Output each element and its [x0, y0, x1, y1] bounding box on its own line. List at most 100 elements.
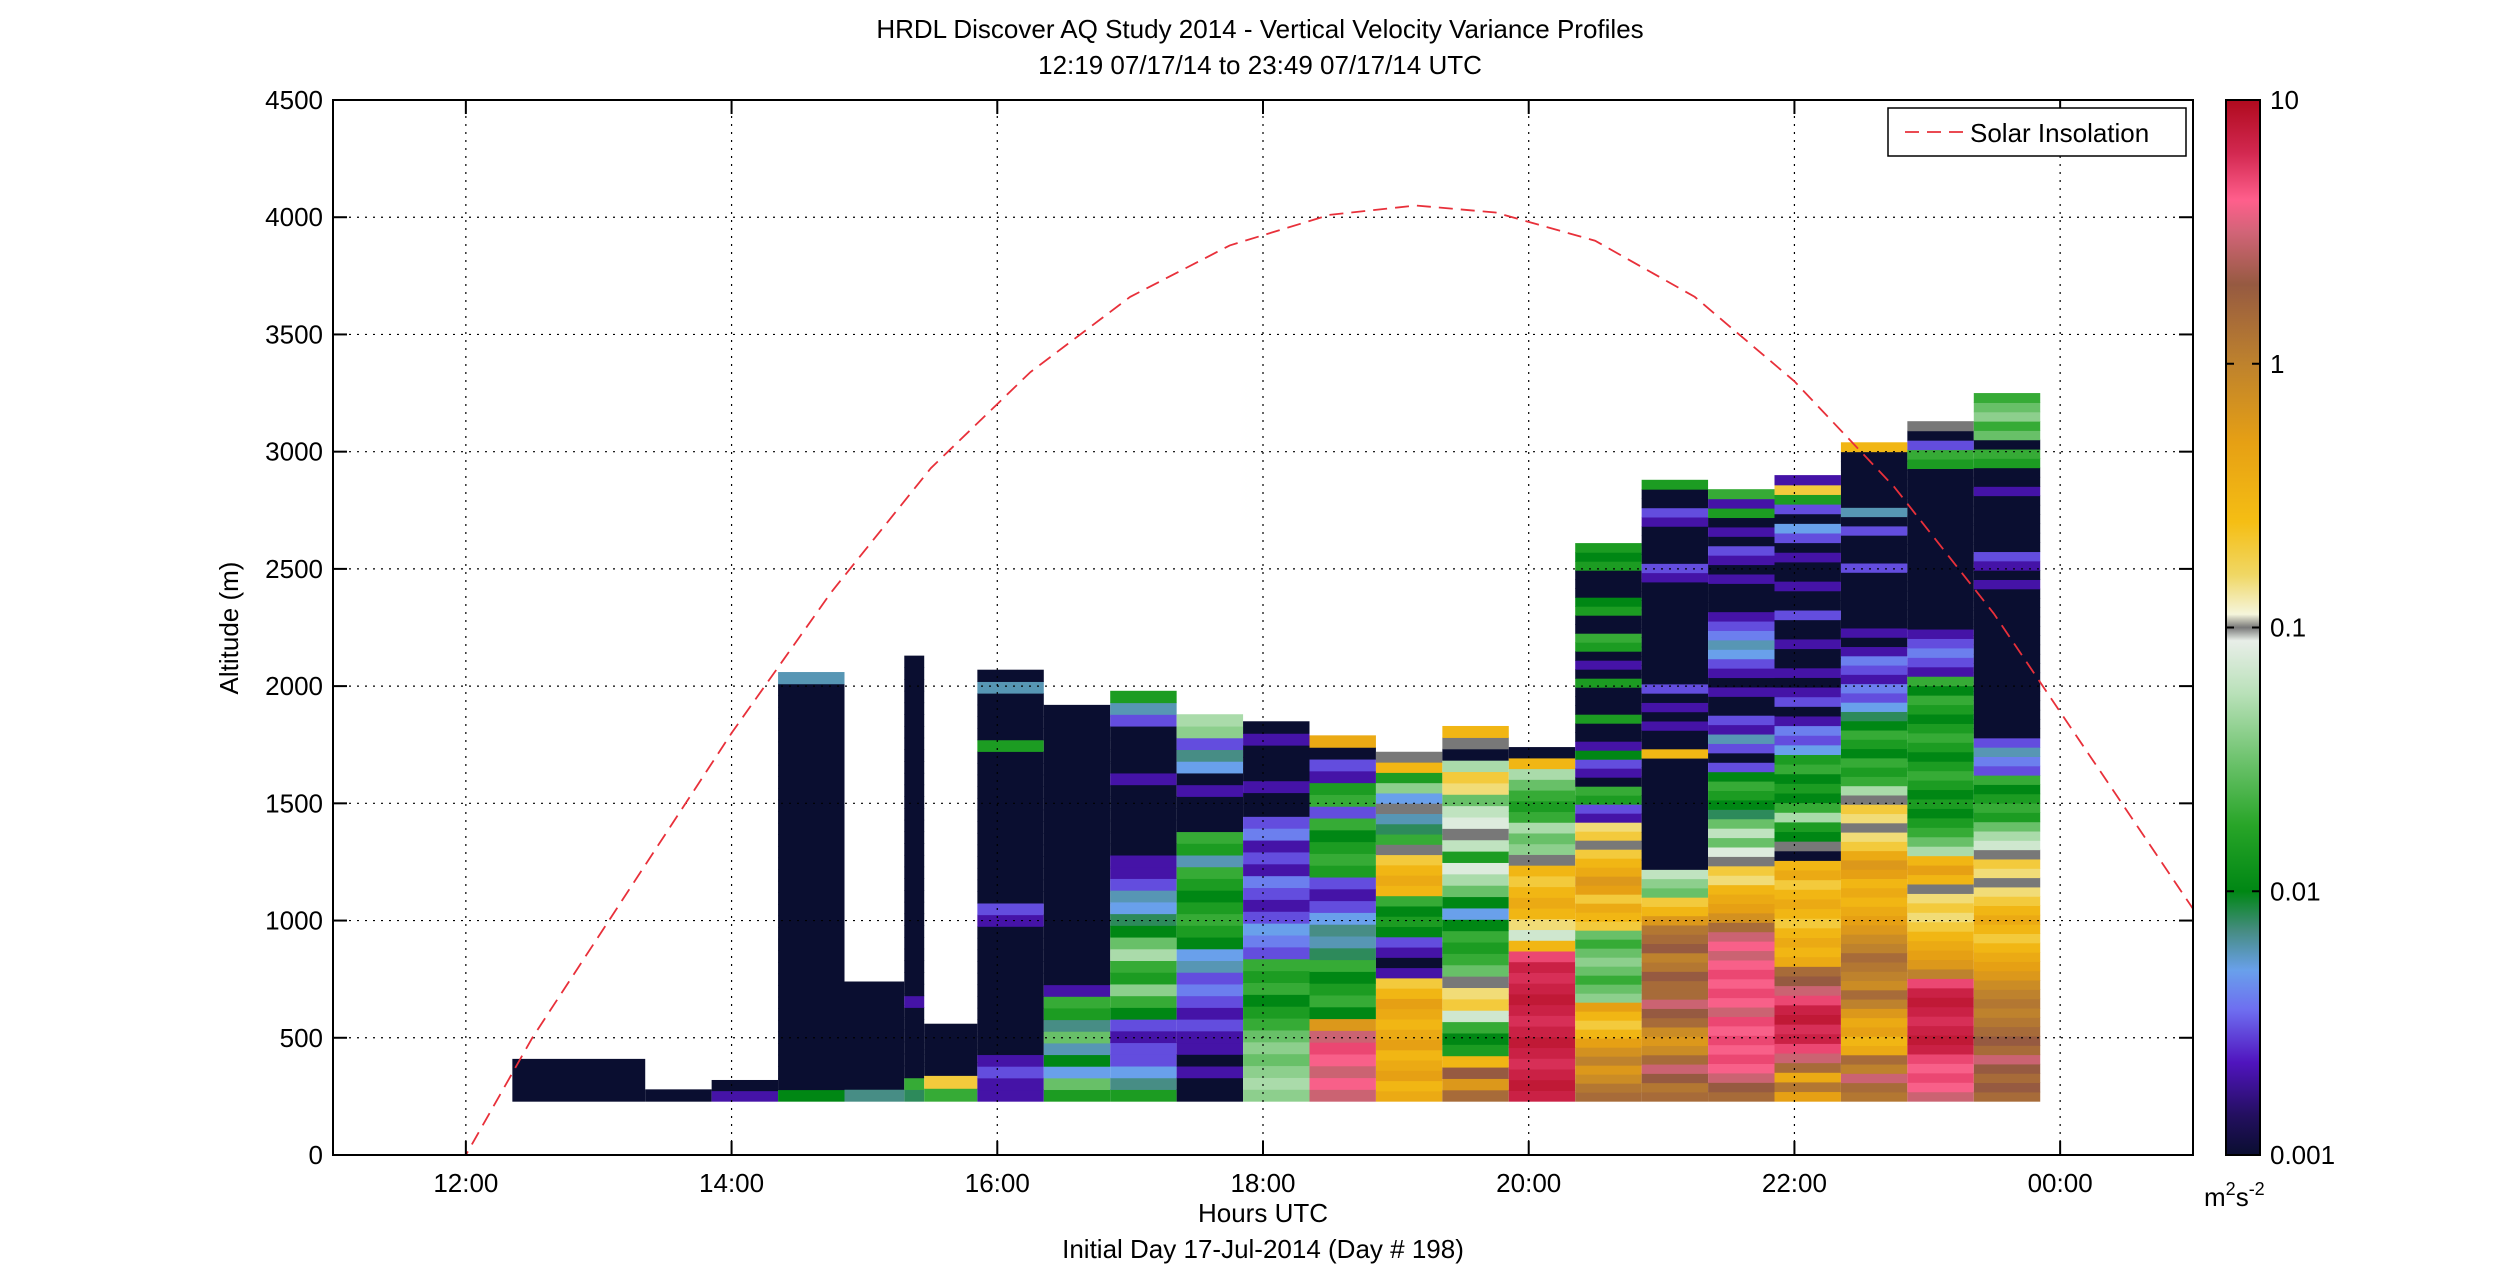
profile-cell	[1840, 1045, 1908, 1056]
profile-cell	[1575, 939, 1642, 949]
profile-cell	[1840, 497, 1908, 508]
profile-cell	[1708, 630, 1775, 641]
profile-cell	[1907, 893, 1974, 904]
colorbar-tick-label: 0.1	[2270, 613, 2306, 643]
profile-cell	[1243, 863, 1310, 877]
profile-cell	[1641, 1054, 1709, 1065]
profile-cell	[778, 706, 845, 720]
profile-cell	[1243, 828, 1310, 841]
profile-cell	[977, 1077, 1044, 1091]
profile-cell	[1508, 993, 1576, 1006]
profile-cell	[1973, 691, 2041, 702]
profile-cell	[1442, 998, 1509, 1011]
profile-cell	[1043, 879, 1111, 892]
profile-cell	[1309, 747, 1376, 760]
profile-cell	[1508, 929, 1576, 941]
profile-cell	[1708, 545, 1775, 556]
profile-cell	[1641, 711, 1709, 722]
profile-cell	[1243, 958, 1310, 972]
profile-cell	[1110, 725, 1177, 739]
profile-cell	[977, 1054, 1044, 1067]
profile-cell	[1840, 1026, 1908, 1037]
y-tick-label: 3500	[265, 319, 323, 349]
profile-cell	[1840, 887, 1908, 898]
profile-cell	[904, 878, 925, 891]
profile-cell	[1774, 1033, 1841, 1044]
y-tick-label: 2500	[265, 554, 323, 584]
profile-cell	[904, 784, 925, 797]
profile-cell	[1508, 1004, 1576, 1016]
profile-cell	[1508, 972, 1576, 984]
profile-cell	[1907, 572, 1974, 583]
profile-cell	[1309, 1042, 1376, 1055]
profile-cell	[1243, 994, 1310, 1007]
profile-cell	[924, 1088, 978, 1102]
profile-cell	[1840, 729, 1908, 740]
profile-cell	[1442, 907, 1509, 920]
profile-cell	[1243, 875, 1310, 889]
profile-cell	[1043, 1089, 1111, 1102]
legend: Solar Insolation	[1887, 107, 2187, 157]
profile-cell	[1641, 1082, 1709, 1093]
profile-cell	[1774, 937, 1841, 948]
profile-cell	[1973, 1026, 2041, 1037]
profile-cell	[1309, 924, 1376, 937]
profile-cell	[904, 936, 925, 950]
profile-cell	[1575, 1038, 1642, 1048]
profile-cell	[1575, 1083, 1642, 1093]
profile-cell	[1973, 933, 2041, 944]
profile-cell	[1243, 839, 1310, 853]
colorbar-unit-sup1: 2	[2226, 1179, 2236, 1199]
profile-cell	[1508, 865, 1576, 877]
profile-cell	[1110, 796, 1177, 809]
profile-cell	[1641, 674, 1709, 685]
y-tick-label: 500	[280, 1023, 323, 1053]
profile-cell	[1508, 1058, 1576, 1070]
profile-cell	[1508, 897, 1576, 909]
profile-cell	[1442, 976, 1509, 989]
profile-cell	[1774, 629, 1841, 640]
x-tick-label: 00:00	[2028, 1168, 2093, 1198]
chart-title: HRDL Discover AQ Study 2014 - Vertical V…	[876, 14, 1643, 44]
profile-cell	[844, 1017, 905, 1030]
profile-cell	[1708, 931, 1775, 942]
profile-cell	[1375, 772, 1443, 784]
profile-cell	[1575, 768, 1642, 778]
profile-cell	[1708, 611, 1775, 622]
profile-cell	[1309, 888, 1376, 902]
profile-cell	[1973, 765, 2041, 776]
profile-cell	[1774, 773, 1841, 784]
profile-cell	[1708, 1082, 1775, 1093]
profile-cell	[1442, 725, 1509, 738]
profile-cell	[1442, 987, 1509, 1000]
profile-cell	[1708, 903, 1775, 914]
profile-cell	[1840, 1063, 1908, 1074]
profile-cell	[1907, 817, 1974, 828]
profile-cell	[1973, 1054, 2041, 1065]
profile-cell	[1840, 1091, 1908, 1102]
profile-cell	[1774, 1024, 1841, 1035]
profile-cell	[1774, 581, 1841, 592]
profile-cell	[1442, 885, 1509, 898]
x-axis-label: Hours UTC	[1198, 1198, 1328, 1228]
profile-cell	[924, 1062, 978, 1076]
profile-cell	[1907, 600, 1974, 611]
profile-cell	[1708, 1025, 1775, 1036]
profile-cell	[1774, 946, 1841, 958]
profile-cell	[1243, 851, 1310, 865]
profile-cell	[1840, 553, 1908, 564]
x-axis-ticks: 12:00 14:00 16:00 18:00 20:00 22:00 00:00	[433, 100, 2093, 1198]
profile-cell	[977, 1007, 1044, 1021]
profile-cell	[1907, 543, 1974, 554]
profile-cell	[1708, 620, 1775, 631]
profile-cell	[1774, 542, 1841, 553]
profile-cell	[1641, 971, 1709, 982]
profile-cell	[1973, 653, 2041, 664]
profile-cell	[1840, 739, 1908, 750]
profile-cell	[1708, 978, 1775, 989]
profile-cell	[1840, 562, 1908, 573]
profile-cell	[1176, 749, 1244, 762]
profile-cell	[1973, 802, 2041, 813]
profile-cell	[1508, 800, 1576, 813]
profile-cell	[1973, 998, 2041, 1009]
